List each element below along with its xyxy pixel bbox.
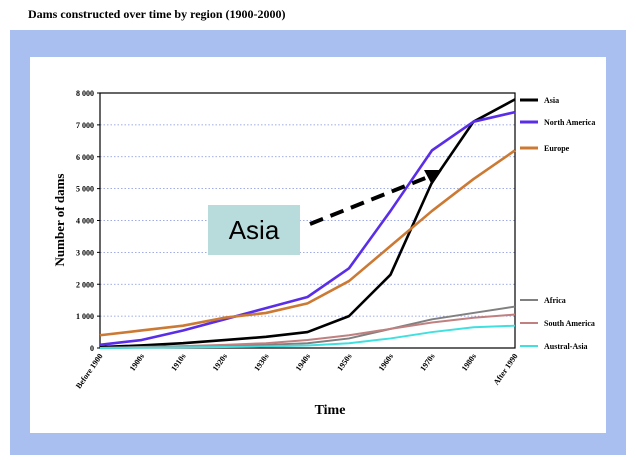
- legend-label: South America: [544, 319, 595, 328]
- y-axis-label: Number of dams: [52, 174, 67, 267]
- y-tick-label: 2 000: [76, 280, 94, 289]
- y-tick-label: 0: [90, 344, 94, 353]
- plot-border: [99, 92, 516, 349]
- y-tick-label: 6 000: [76, 153, 94, 162]
- panel: [30, 57, 606, 433]
- y-tick-label: 8 000: [76, 89, 94, 98]
- arrow-head: [424, 170, 442, 185]
- series-line: [99, 149, 516, 337]
- legend-label: Asia: [544, 96, 559, 105]
- legend-label: North America: [544, 118, 595, 127]
- series-line: [99, 98, 516, 349]
- chart-title: Dams constructed over time by region (19…: [28, 7, 286, 21]
- legend-label: Austral-Asia: [544, 342, 588, 351]
- series-line: [99, 313, 516, 349]
- y-tick-label: 4 000: [76, 217, 94, 226]
- y-tick-label: 7 000: [76, 121, 94, 130]
- y-tick-label: 3 000: [76, 248, 94, 257]
- legend-label: Africa: [544, 296, 566, 305]
- annotation-box: [208, 205, 300, 255]
- annotation-text: Asia: [229, 215, 280, 245]
- legend-label: Europe: [544, 144, 570, 153]
- x-axis-label: Time: [315, 403, 346, 418]
- series-line: [99, 110, 516, 347]
- y-tick-label: 5 000: [76, 185, 94, 194]
- series-line: [99, 324, 516, 349]
- y-tick-label: 1 000: [76, 312, 94, 321]
